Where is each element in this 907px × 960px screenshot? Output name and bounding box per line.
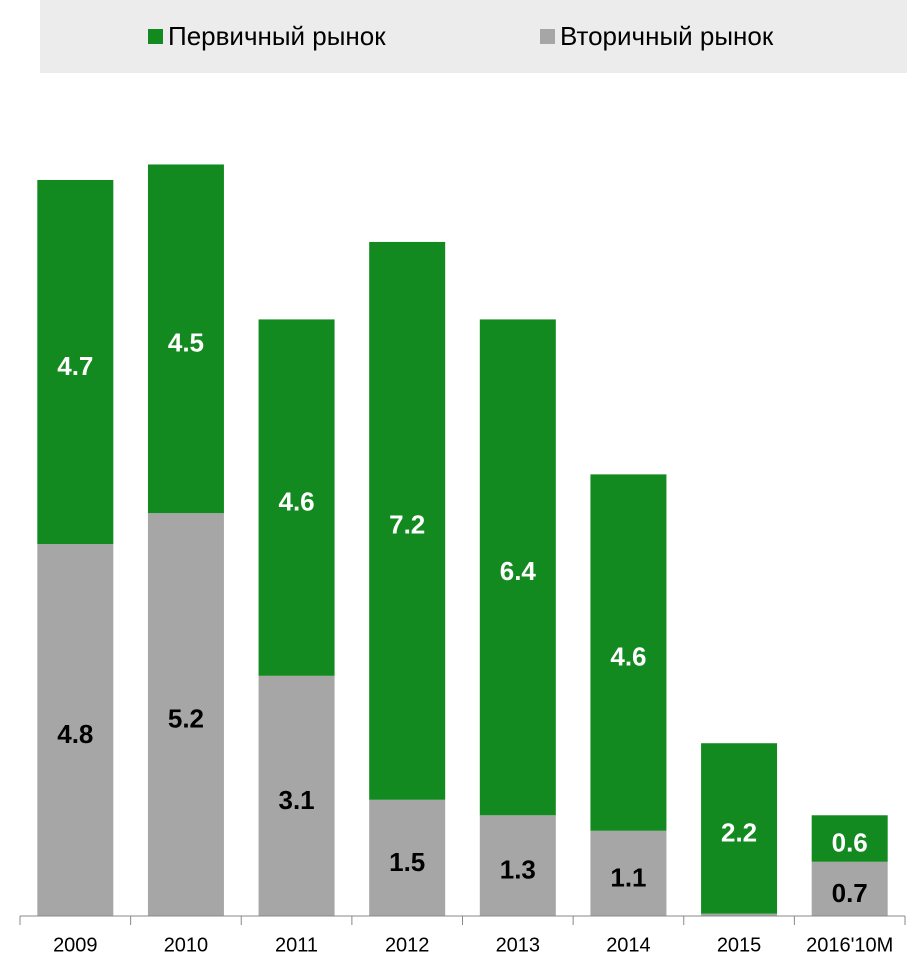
data-label: 4.5 xyxy=(168,328,204,358)
bar-segment xyxy=(369,241,446,800)
data-label: 4.8 xyxy=(57,719,93,749)
bar-segment xyxy=(701,913,778,916)
legend-background xyxy=(40,0,907,73)
data-label: 2.2 xyxy=(721,817,757,847)
bar-segment xyxy=(811,815,888,862)
legend-label: Вторичный рынок xyxy=(560,21,774,51)
x-tick-label: 2015 xyxy=(717,934,762,956)
data-label: 1.1 xyxy=(610,862,646,892)
x-tick-label: 2010 xyxy=(164,934,209,956)
bar-segment xyxy=(37,179,114,545)
data-label: 4.7 xyxy=(57,351,93,381)
data-label: 1.3 xyxy=(500,855,536,885)
data-label: 7.2 xyxy=(389,510,425,540)
x-tick-label: 2012 xyxy=(385,934,430,956)
bar-segment xyxy=(479,319,556,816)
data-label: 0.6 xyxy=(832,827,868,857)
bar-segment xyxy=(590,830,667,916)
data-label: 4.6 xyxy=(610,641,646,671)
data-label: 5.2 xyxy=(168,703,204,733)
bar-segment xyxy=(590,474,667,831)
bar-segment xyxy=(147,164,224,514)
legend-swatch xyxy=(148,29,163,44)
bar-segment xyxy=(37,544,114,916)
x-tick-label: 2013 xyxy=(496,934,541,956)
data-label: 6.4 xyxy=(500,556,537,586)
bar-segment xyxy=(369,799,446,916)
legend-label: Первичный рынок xyxy=(168,21,386,51)
bar-segment xyxy=(258,319,335,676)
x-tick-label: 2016'10M xyxy=(806,934,893,956)
bar-segment xyxy=(258,675,335,916)
bar-segment xyxy=(147,513,224,916)
data-label: 0.7 xyxy=(832,878,868,908)
data-label: 1.5 xyxy=(389,847,425,877)
bar-segment xyxy=(479,815,556,916)
data-label: 4.6 xyxy=(278,486,314,516)
data-label: 3.1 xyxy=(278,785,314,815)
legend-swatch xyxy=(540,29,555,44)
bar-segment xyxy=(701,743,778,914)
x-tick-label: 2011 xyxy=(275,934,318,956)
x-tick-label: 2014 xyxy=(606,934,651,956)
bar-segment xyxy=(811,861,888,916)
x-tick-label: 2009 xyxy=(53,934,98,956)
